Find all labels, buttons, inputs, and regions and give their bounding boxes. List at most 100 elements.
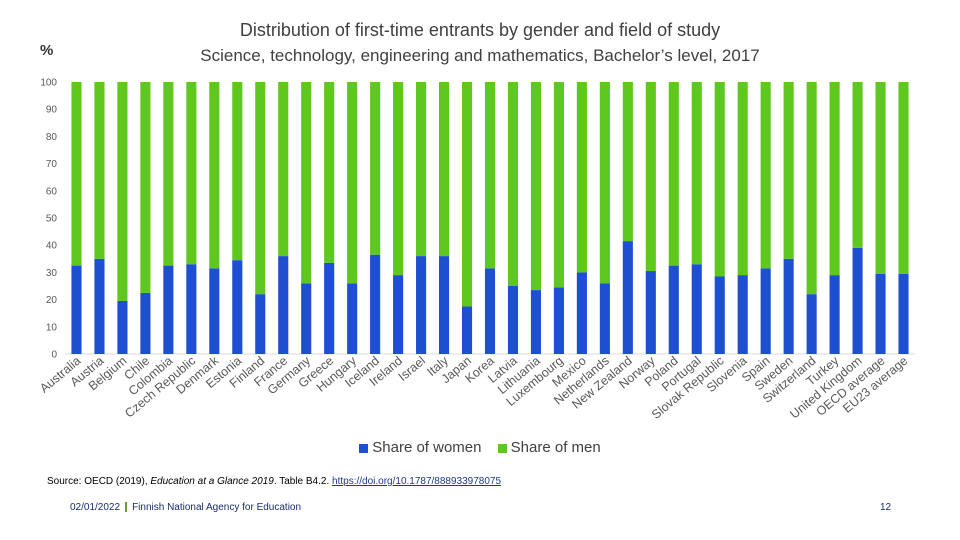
footer-date: 02/01/2022 <box>70 502 121 513</box>
bar-men <box>829 82 840 276</box>
y-tick-label: 90 <box>46 105 58 116</box>
bar-women <box>484 268 496 354</box>
bar-men <box>530 82 541 291</box>
bars <box>71 82 909 354</box>
bar-women <box>393 275 404 354</box>
bar-women <box>806 294 817 354</box>
bar-men <box>645 82 656 272</box>
y-tick-label: 60 <box>46 186 58 197</box>
bar-women <box>852 247 863 354</box>
bar-women <box>324 262 335 354</box>
bar-men <box>140 82 151 293</box>
y-tick-label: 40 <box>46 241 58 252</box>
bar-women <box>714 276 725 354</box>
legend-item-men: Share of men <box>497 439 601 456</box>
bar-men <box>94 82 105 259</box>
footer-separator <box>125 502 128 513</box>
source-link[interactable]: https://doi.org/10.1787/888933978075 <box>332 476 502 487</box>
bar-women <box>645 271 656 354</box>
bar-women <box>140 292 151 354</box>
bar-men <box>668 82 679 266</box>
bar-men <box>484 82 496 269</box>
bar-women <box>760 268 771 354</box>
bar-women <box>829 275 840 354</box>
bar-women <box>576 272 587 354</box>
y-tick-label: 80 <box>46 132 58 143</box>
source-middle: . Table B4.2. <box>273 476 333 487</box>
bar-men <box>71 82 82 266</box>
legend-label-women: Share of women <box>372 439 482 456</box>
legend-swatch-men <box>497 443 507 453</box>
bar-men <box>599 82 610 284</box>
legend-label-men: Share of men <box>510 439 601 456</box>
bar-women <box>898 273 909 354</box>
bar-men <box>691 82 702 265</box>
bar-women <box>347 283 358 354</box>
bar-men <box>714 82 725 277</box>
stacked-bar-chart: 0 10 20 30 40 50 60 70 80 90 100 AustraliaAustriaB… <box>37 78 915 422</box>
bar-women <box>599 283 610 354</box>
bar-men <box>553 82 564 288</box>
bar-women <box>691 264 702 354</box>
bar-men <box>347 82 358 284</box>
bar-men <box>461 82 473 307</box>
bar-women <box>439 256 450 354</box>
bar-women <box>232 260 243 354</box>
bar-women <box>622 241 633 354</box>
bar-men <box>393 82 404 276</box>
bar-men <box>416 82 427 257</box>
bar-men <box>370 82 381 255</box>
bar-men <box>898 82 909 274</box>
bar-men <box>255 82 266 295</box>
bar-men <box>783 82 794 259</box>
bar-men <box>806 82 817 295</box>
bar-men <box>117 82 128 301</box>
bar-women <box>186 264 197 354</box>
source-prefix: Source: OECD (2019), <box>47 476 151 487</box>
bar-women <box>370 254 381 354</box>
bar-women <box>117 300 128 354</box>
bar-women <box>163 265 174 354</box>
y-tick-label: 0 <box>51 350 57 361</box>
bar-women <box>737 275 748 354</box>
bar-men <box>301 82 312 284</box>
legend-swatch-women <box>359 443 369 453</box>
bar-men <box>439 82 450 257</box>
bar-women <box>94 258 105 354</box>
bar-women <box>553 287 564 354</box>
chart-title: Distribution of first-time entrants by g… <box>239 20 721 40</box>
y-tick-label: 50 <box>46 214 58 225</box>
chart-subtitle: Science, technology, engineering and mat… <box>200 46 760 65</box>
bar-men <box>209 82 220 269</box>
footer-organisation: Finnish National Agency for Education <box>132 502 302 513</box>
bar-women <box>530 290 541 354</box>
source-note: Source: OECD (2019), Education at a Glan… <box>47 476 501 487</box>
bar-men <box>622 82 633 242</box>
x-axis-labels: AustraliaAustriaBelgiumChileColombiaCzec… <box>37 353 910 422</box>
bar-women <box>209 268 220 354</box>
unit-label: % <box>40 42 54 59</box>
bar-women <box>875 273 886 354</box>
y-tick-label: 100 <box>40 78 57 89</box>
source-publication: Education at a Glance 2019 <box>150 476 274 487</box>
y-tick-label: 10 <box>46 322 58 333</box>
bar-men <box>760 82 771 269</box>
y-tick-label: 20 <box>46 295 58 306</box>
bar-women <box>668 265 679 354</box>
bar-men <box>324 82 335 263</box>
bar-women <box>507 286 519 354</box>
bar-men <box>232 82 243 261</box>
page-number: 12 <box>880 502 892 513</box>
bar-men <box>278 82 289 257</box>
bar-women <box>783 258 794 354</box>
bar-women <box>301 283 312 354</box>
bar-women <box>255 294 266 354</box>
bar-men <box>737 82 748 276</box>
bar-women <box>416 256 427 354</box>
bar-men <box>163 82 174 266</box>
bar-women <box>278 256 289 354</box>
bar-women <box>461 306 473 354</box>
x-tick-label: Israel <box>396 354 428 384</box>
footer: 02/01/2022 Finnish National Agency for Ed… <box>70 502 301 513</box>
bar-men <box>576 82 587 273</box>
